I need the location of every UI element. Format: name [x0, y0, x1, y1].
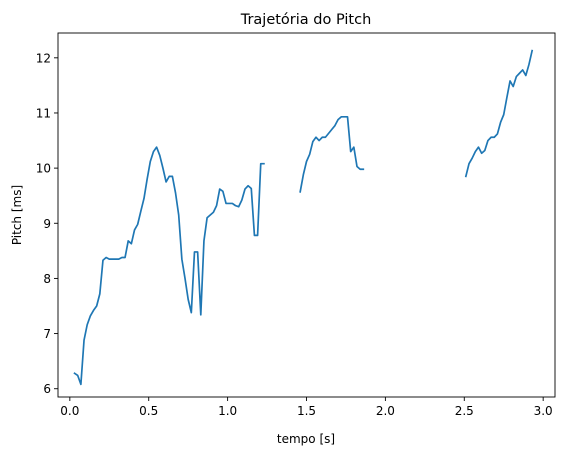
y-axis: 6 7 8 9 10 11 12: [36, 51, 58, 396]
x-tick-label: 2.5: [455, 404, 474, 418]
x-tick-label: 0.5: [139, 404, 158, 418]
y-tick-label: 6: [43, 382, 51, 396]
y-tick-label: 9: [43, 217, 51, 231]
series-0-segment-2: [464, 49, 534, 178]
line-layer: [73, 49, 534, 386]
x-tick-label: 3.0: [534, 404, 553, 418]
y-tick-label: 7: [43, 327, 51, 341]
x-tick-label: 1.5: [297, 404, 316, 418]
series-0-segment-1: [299, 115, 365, 193]
y-tick-label: 11: [36, 106, 51, 120]
y-tick-label: 10: [36, 162, 51, 176]
y-tick-label: 12: [36, 51, 51, 65]
x-axis: 0.0 0.5 1.0 1.5 2.0 2.5 3.0: [60, 397, 553, 418]
series-0-segment-0: [73, 146, 265, 386]
x-tick-label: 0.0: [60, 404, 79, 418]
y-tick-label: 8: [43, 272, 51, 286]
x-tick-label: 1.0: [218, 404, 237, 418]
chart-title: Trajetória do Pitch: [240, 12, 372, 28]
x-tick-label: 2.0: [376, 404, 395, 418]
y-axis-label: Pitch [ms]: [10, 185, 24, 245]
x-axis-label: tempo [s]: [277, 432, 335, 446]
